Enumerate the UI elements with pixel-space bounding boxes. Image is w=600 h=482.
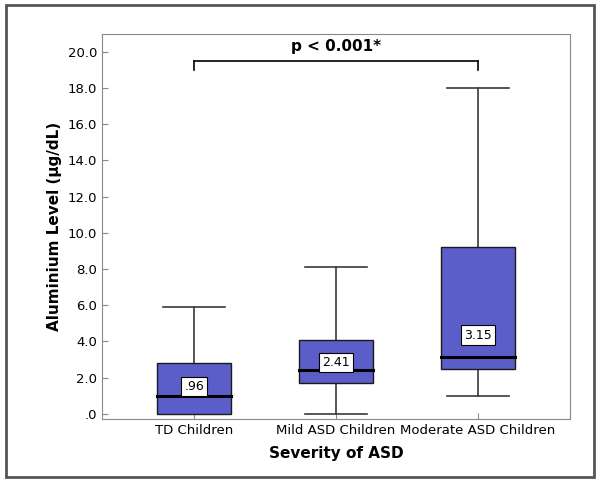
FancyBboxPatch shape: [441, 247, 515, 369]
Text: .96: .96: [184, 380, 204, 393]
X-axis label: Severity of ASD: Severity of ASD: [269, 445, 403, 460]
Y-axis label: Aluminium Level (µg/dL): Aluminium Level (µg/dL): [47, 122, 62, 331]
Text: 2.41: 2.41: [322, 356, 350, 369]
FancyBboxPatch shape: [157, 363, 231, 414]
Text: 3.15: 3.15: [464, 329, 491, 342]
Text: p < 0.001*: p < 0.001*: [291, 39, 381, 54]
FancyBboxPatch shape: [299, 340, 373, 383]
